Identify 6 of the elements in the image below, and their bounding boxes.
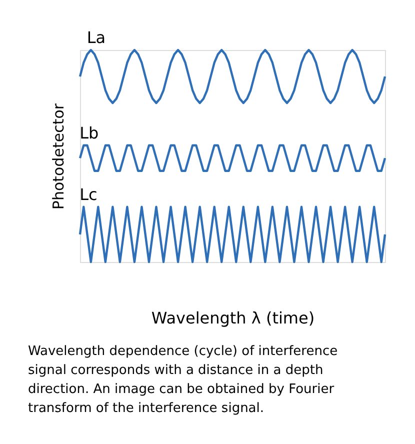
series-label: Lb [80, 123, 99, 142]
x-axis-title: Wavelength λ (time) [151, 308, 315, 328]
y-axis-title: Photodetector [50, 102, 68, 210]
series-label: La [86, 28, 106, 47]
text: Wavelength dependence (cycle) of interference signal corresponds with a distance in a depth direction. An image can be obtained by Fourier transform of the interference signal. [28, 344, 338, 416]
series-label: Lc [80, 184, 98, 204]
